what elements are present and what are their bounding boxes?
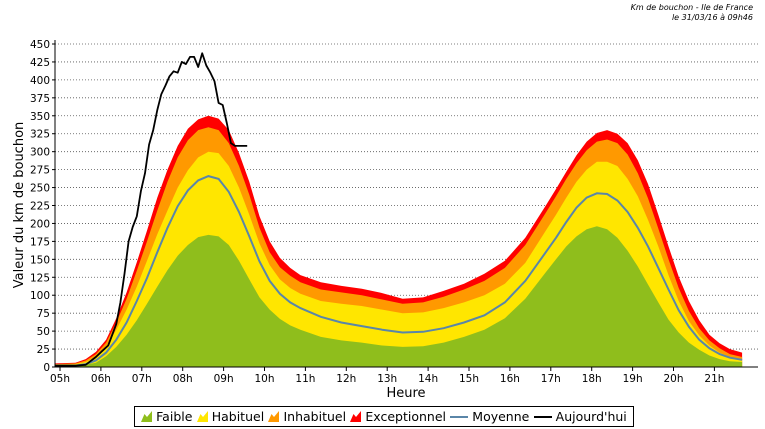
- x-tick-label: 16h: [500, 373, 520, 385]
- y-tick-label: 175: [30, 236, 50, 248]
- y-tick-label: 0: [43, 362, 50, 374]
- x-tick-label: 15h: [459, 373, 479, 385]
- y-tick-labels: 0 25 50 75 100 125 150 175 200 225 250 275 300 325 350…: [30, 39, 55, 374]
- x-tick-label: 21h: [704, 373, 724, 385]
- y-tick-label: 425: [30, 57, 50, 69]
- x-tick-label: 11h: [295, 373, 315, 385]
- y-tick-label: 275: [30, 165, 50, 177]
- y-tick-label: 350: [30, 111, 50, 123]
- x-tick-label: 18h: [582, 373, 602, 385]
- legend-label-exceptionnel: Exceptionnel: [365, 409, 446, 424]
- legend-swatch-inhabituel: [268, 411, 280, 422]
- legend-item-inhabituel: Inhabituel: [268, 409, 346, 424]
- y-tick-label: 400: [30, 75, 50, 87]
- header-title: Km de bouchon - Ile de France: [630, 3, 753, 12]
- y-tick-label: 100: [30, 290, 50, 302]
- y-tick-label: 225: [30, 201, 50, 213]
- y-tick-label: 300: [30, 147, 50, 159]
- x-tick-label: 13h: [377, 373, 397, 385]
- x-tick-label: 09h: [214, 373, 234, 385]
- legend-swatch-habituel: [196, 411, 208, 422]
- legend-label-faible: Faible: [156, 409, 193, 424]
- y-tick-label: 450: [30, 39, 50, 51]
- legend-label-moyenne: Moyenne: [472, 409, 530, 424]
- area-faible: [55, 226, 743, 367]
- y-tick-label: 250: [30, 183, 50, 195]
- y-axis-label: Valeur du km de bouchon: [12, 122, 27, 289]
- x-tick-label: 06h: [91, 373, 111, 385]
- line-aujourdhui: [55, 52, 248, 367]
- axes: [54, 40, 758, 368]
- legend-item-aujourdhui: Aujourd'hui: [533, 409, 627, 424]
- legend: Faible Habituel Inhabituel Exceptionnel …: [134, 406, 634, 427]
- x-tick-labels: 05h 06h 07h 08h 09h 10h 11h 12h 13h 14h 15h 16h 17h 1…: [50, 367, 724, 385]
- x-tick-label: 14h: [418, 373, 438, 385]
- line-series: [55, 52, 743, 367]
- legend-line-aujourdhui: [533, 415, 552, 418]
- legend-label-inhabituel: Inhabituel: [283, 409, 347, 424]
- legend-line-moyenne: [450, 415, 469, 418]
- line-moyenne: [55, 175, 743, 367]
- x-tick-label: 20h: [663, 373, 683, 385]
- legend-item-exceptionnel: Exceptionnel: [350, 409, 446, 424]
- x-tick-label: 10h: [254, 373, 274, 385]
- area-series: [55, 115, 743, 367]
- y-tick-label: 25: [37, 344, 50, 356]
- y-tick-label: 375: [30, 93, 50, 105]
- header-timestamp: le 31/03/16 à 09h46: [671, 13, 753, 22]
- legend-label-habituel: Habituel: [211, 409, 265, 424]
- x-tick-label: 17h: [541, 373, 561, 385]
- x-tick-label: 05h: [50, 373, 70, 385]
- y-tick-label: 75: [37, 308, 50, 320]
- x-tick-label: 19h: [623, 373, 643, 385]
- y-tick-label: 325: [30, 129, 50, 141]
- x-tick-label: 12h: [336, 373, 356, 385]
- legend-swatch-faible: [141, 411, 153, 422]
- y-tick-label: 200: [30, 218, 50, 230]
- legend-item-faible: Faible: [141, 409, 192, 424]
- x-tick-label: 08h: [173, 373, 193, 385]
- legend-swatch-exceptionnel: [350, 411, 362, 422]
- x-axis-label: Heure: [386, 386, 425, 401]
- legend-item-moyenne: Moyenne: [450, 409, 529, 424]
- y-tick-label: 150: [30, 254, 50, 266]
- x-tick-label: 07h: [132, 373, 152, 385]
- y-tick-label: 50: [37, 326, 50, 338]
- legend-label-aujourdhui: Aujourd'hui: [555, 409, 627, 424]
- y-tick-label: 125: [30, 272, 50, 284]
- legend-item-habituel: Habituel: [196, 409, 265, 424]
